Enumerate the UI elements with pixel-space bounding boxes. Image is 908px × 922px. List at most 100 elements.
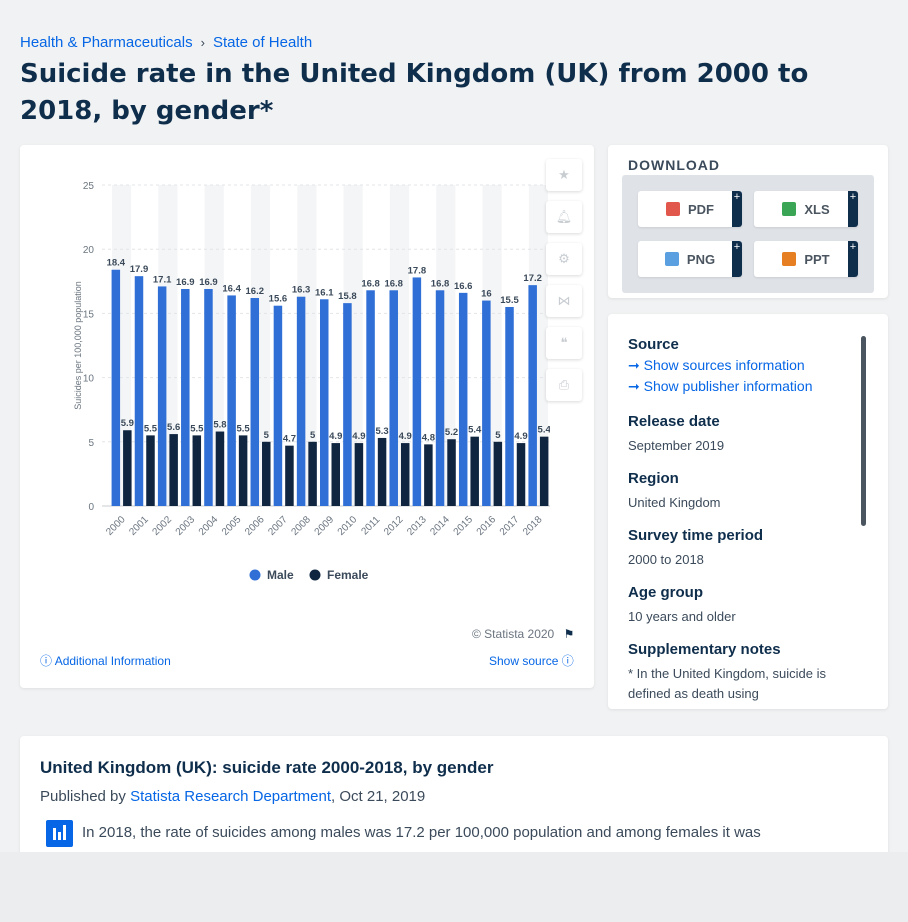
bar-male [181, 289, 190, 506]
data-label-female: 5.5 [237, 423, 251, 434]
data-label-male: 17.2 [523, 273, 542, 284]
data-label-female: 5.3 [375, 426, 388, 437]
x-tick-label: 2018 [521, 514, 545, 538]
favorite-star-button[interactable]: ★ [546, 159, 582, 191]
gear-icon: ⚙ [558, 251, 570, 266]
download-xls-button[interactable]: XLS [754, 191, 858, 227]
bar-female [493, 441, 503, 506]
survey-period-value: 2000 to 2018 [628, 552, 704, 567]
publisher-link[interactable]: Statista Research Department [130, 788, 332, 805]
notification-button[interactable]: 🔔︎ [546, 201, 582, 233]
data-label-male: 16.2 [246, 286, 264, 297]
show-publisher-link[interactable]: ➞ Show publisher information [628, 378, 858, 395]
info-icon: ⓘ [561, 654, 574, 668]
data-label-female: 4.9 [514, 431, 527, 442]
cite-button[interactable]: ❝ [546, 327, 582, 359]
settings-button[interactable]: ⚙ [546, 243, 582, 275]
download-options: PDF + XLS + PNG + PPT + [622, 175, 874, 293]
y-tick-label: 15 [83, 309, 95, 320]
data-label-female: 4.9 [399, 431, 412, 442]
bar-female [400, 443, 410, 506]
chart-credit: © Statista 2020 ⚑ [472, 627, 574, 641]
data-label-male: 16.4 [222, 283, 241, 294]
x-tick-label: 2012 [382, 514, 406, 538]
ppt-plus-button[interactable]: + [848, 241, 858, 277]
printer-icon: ⎙ [558, 377, 570, 392]
survey-period-label: Survey time period [628, 527, 764, 544]
x-tick-label: 2004 [197, 514, 221, 538]
show-sources-link[interactable]: ➞ Show sources information [628, 357, 858, 374]
show-sources-label: Show sources information [643, 357, 805, 373]
download-title: DOWNLOAD [628, 157, 720, 173]
source-label: Source [628, 336, 679, 353]
y-tick-label: 10 [83, 374, 95, 385]
bar-male [227, 295, 236, 506]
bar-male [157, 286, 167, 506]
x-tick-label: 2005 [220, 514, 244, 538]
data-label-female: 5.6 [167, 422, 180, 433]
bar-male [482, 300, 491, 506]
bar-female [539, 436, 549, 506]
legend-label-female: Female [327, 568, 369, 582]
data-label-male: 16.8 [361, 278, 380, 289]
published-by: Published by Statista Research Departmen… [40, 788, 425, 805]
pdf-file-icon [666, 202, 680, 216]
pdf-plus-button[interactable]: + [732, 191, 742, 227]
info-scrollbar[interactable] [861, 336, 866, 526]
release-date-value: September 2019 [628, 438, 725, 453]
data-label-male: 16.8 [431, 278, 450, 289]
bar-male [366, 290, 375, 506]
x-tick-label: 2001 [127, 514, 151, 538]
x-tick-label: 2006 [243, 514, 267, 538]
pdf-label: PDF [688, 201, 714, 217]
breadcrumb-item-state-of-health[interactable]: State of Health [212, 34, 313, 51]
statistic-title: United Kingdom (UK): suicide rate 2000-2… [40, 758, 494, 777]
bar-female [123, 430, 132, 506]
x-tick-label: 2016 [475, 514, 499, 538]
data-label-female: 4.9 [329, 431, 342, 442]
bar-female [354, 443, 364, 506]
download-png-button[interactable]: PNG [638, 241, 742, 277]
supplementary-notes-label: Supplementary notes [628, 641, 781, 658]
additional-information-link[interactable]: ⓘ Additional Information [40, 652, 171, 669]
download-ppt-button[interactable]: PPT [754, 241, 858, 277]
bar-male [296, 296, 306, 506]
data-label-male: 18.4 [107, 258, 126, 269]
bar-male [134, 276, 144, 506]
x-tick-label: 2010 [336, 514, 360, 538]
legend-marker-female [309, 569, 321, 581]
bar-chart: 0 5 10 15 20 25 Suicides per 100,000 populatio… [73, 181, 550, 582]
legend-marker-male [249, 569, 261, 581]
bar-female [169, 434, 178, 506]
data-label-female: 4.7 [283, 434, 296, 445]
share-button[interactable]: ⋈ [546, 285, 582, 317]
bar-male [458, 292, 468, 506]
show-source-link[interactable]: Show source ⓘ [489, 652, 574, 669]
published-by-label: Published by [40, 788, 126, 805]
data-label-male: 15.5 [500, 295, 519, 306]
download-card: DOWNLOAD PDF + XLS + PNG + PPT + [608, 145, 888, 298]
x-tick-label: 2008 [289, 514, 313, 538]
bar-female [516, 443, 526, 506]
flag-icon[interactable]: ⚑ [563, 627, 575, 641]
data-label-female: 5.5 [144, 423, 158, 434]
data-label-male: 17.1 [153, 274, 172, 285]
bar-female [331, 443, 340, 506]
chart-card: 0 5 10 15 20 25 Suicides per 100,000 populatio… [20, 145, 594, 688]
data-label-female: 4.8 [422, 432, 435, 443]
region-value: United Kingdom [628, 495, 721, 510]
x-tick-label: 2003 [174, 514, 198, 538]
x-tick-label: 2014 [428, 514, 452, 538]
data-label-male: 16 [481, 289, 492, 300]
bar-female [146, 435, 155, 506]
xls-plus-button[interactable]: + [848, 191, 858, 227]
arrow-right-icon: ➞ [628, 357, 640, 373]
download-pdf-button[interactable]: PDF [638, 191, 742, 227]
print-button[interactable]: ⎙ [546, 369, 582, 401]
bar-female [285, 445, 294, 506]
breadcrumb-item-health[interactable]: Health & Pharmaceuticals [20, 34, 193, 51]
data-label-male: 16.9 [199, 277, 218, 288]
png-plus-button[interactable]: + [732, 241, 742, 277]
ppt-file-icon [782, 252, 797, 266]
age-group-value: 10 years and older [628, 609, 736, 624]
